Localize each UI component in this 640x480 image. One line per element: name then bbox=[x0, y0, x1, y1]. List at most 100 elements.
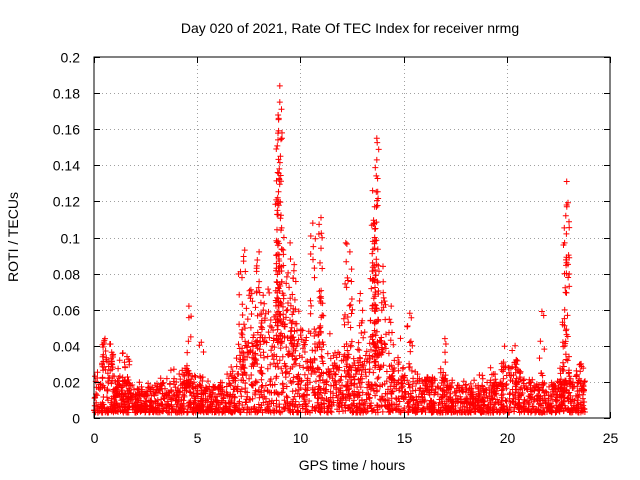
data-point bbox=[335, 349, 342, 356]
data-point bbox=[537, 338, 544, 345]
data-point bbox=[307, 358, 314, 365]
data-point bbox=[434, 409, 441, 416]
data-point bbox=[283, 280, 290, 287]
data-point bbox=[372, 392, 379, 399]
data-point bbox=[387, 375, 394, 382]
data-point bbox=[460, 378, 467, 385]
data-point bbox=[348, 405, 355, 412]
data-point bbox=[291, 261, 298, 268]
data-point bbox=[373, 328, 380, 335]
data-point bbox=[573, 405, 580, 412]
data-point bbox=[319, 265, 326, 272]
data-point bbox=[125, 377, 132, 383]
data-point bbox=[347, 324, 354, 331]
data-point bbox=[129, 382, 136, 388]
data-point bbox=[287, 365, 294, 372]
data-point bbox=[142, 399, 149, 406]
data-point bbox=[197, 408, 204, 415]
data-point bbox=[181, 392, 188, 399]
data-point bbox=[295, 308, 302, 315]
data-point bbox=[372, 291, 379, 298]
data-point bbox=[346, 363, 353, 370]
data-point bbox=[264, 353, 271, 360]
data-point bbox=[295, 378, 302, 385]
data-point bbox=[273, 146, 280, 152]
data-point bbox=[274, 360, 281, 367]
data-point bbox=[337, 377, 344, 383]
data-point bbox=[492, 390, 499, 397]
data-point bbox=[554, 405, 560, 412]
data-point bbox=[273, 237, 280, 244]
data-point bbox=[260, 349, 267, 356]
data-point bbox=[116, 357, 123, 364]
data-point bbox=[344, 369, 351, 376]
x-axis-title: GPS time / hours bbox=[299, 457, 406, 473]
data-point bbox=[94, 375, 101, 381]
data-point bbox=[375, 374, 382, 381]
data-point bbox=[275, 318, 282, 325]
data-point bbox=[277, 172, 284, 179]
data-point bbox=[274, 211, 281, 218]
data-point bbox=[485, 403, 492, 410]
data-point bbox=[119, 403, 126, 410]
data-point bbox=[479, 407, 486, 414]
data-point bbox=[254, 408, 261, 415]
data-point bbox=[563, 331, 570, 338]
data-point bbox=[265, 286, 272, 293]
data-point bbox=[513, 381, 520, 388]
data-point bbox=[318, 245, 324, 252]
data-point bbox=[449, 377, 456, 384]
data-point bbox=[108, 395, 115, 402]
data-point bbox=[317, 324, 324, 331]
data-point bbox=[419, 390, 426, 397]
y-tick-label: 0.2 bbox=[61, 50, 81, 66]
data-point bbox=[324, 350, 331, 357]
data-point bbox=[307, 363, 314, 370]
data-point bbox=[299, 327, 306, 334]
data-point bbox=[342, 402, 349, 408]
data-point bbox=[311, 404, 318, 411]
data-point bbox=[343, 241, 350, 247]
data-point bbox=[160, 395, 167, 401]
data-point bbox=[249, 298, 256, 305]
data-point bbox=[498, 392, 505, 399]
data-point bbox=[302, 341, 308, 348]
data-point bbox=[383, 378, 390, 385]
data-point bbox=[273, 265, 280, 272]
data-point bbox=[345, 351, 352, 358]
data-point bbox=[286, 407, 293, 414]
data-point bbox=[276, 99, 283, 106]
data-point bbox=[145, 384, 152, 391]
data-point bbox=[275, 115, 282, 122]
y-tick-label: 0.18 bbox=[53, 86, 80, 102]
data-point bbox=[239, 326, 246, 333]
data-point bbox=[566, 283, 573, 290]
data-point bbox=[311, 326, 318, 333]
data-point bbox=[375, 262, 382, 269]
data-point bbox=[348, 310, 355, 317]
y-tick-label: 0.08 bbox=[53, 267, 80, 283]
data-point bbox=[380, 294, 387, 301]
data-point bbox=[179, 384, 186, 391]
data-point bbox=[107, 341, 114, 347]
data-point bbox=[246, 375, 253, 382]
data-point bbox=[528, 408, 535, 415]
data-point bbox=[187, 333, 194, 340]
data-point bbox=[320, 370, 327, 377]
data-point bbox=[380, 362, 387, 369]
data-point bbox=[267, 323, 274, 329]
data-point bbox=[541, 408, 548, 415]
y-tick-label: 0.14 bbox=[53, 158, 80, 174]
data-point bbox=[264, 388, 271, 395]
data-point bbox=[342, 407, 349, 414]
data-point bbox=[511, 404, 518, 411]
data-point bbox=[261, 354, 267, 361]
data-point bbox=[121, 359, 128, 366]
data-point bbox=[323, 381, 330, 388]
data-point bbox=[169, 406, 176, 413]
data-point bbox=[500, 359, 507, 366]
data-point bbox=[352, 371, 359, 378]
data-point bbox=[366, 394, 373, 401]
data-point bbox=[176, 371, 183, 377]
data-point bbox=[397, 335, 404, 342]
